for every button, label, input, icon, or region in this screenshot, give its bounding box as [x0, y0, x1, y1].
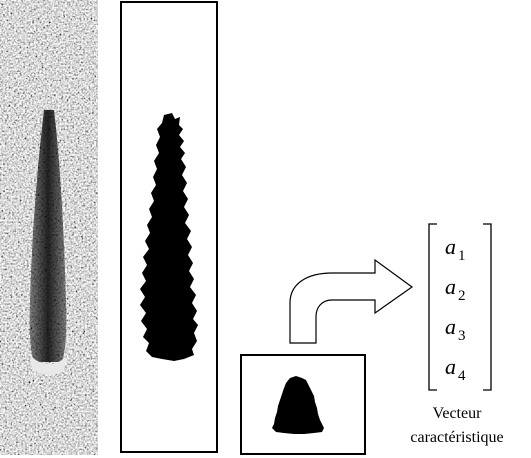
vector-entry-4-sub: 4	[458, 368, 466, 384]
caption-line-1: Vecteur	[432, 405, 482, 422]
curved-arrow	[289, 258, 414, 344]
vector-entry-3-sub: 3	[458, 328, 466, 344]
vector-entry-2-sub: 2	[458, 288, 466, 304]
vector-entry-3-base: a	[445, 314, 456, 339]
segmentation-panel	[120, 1, 218, 453]
feature-vector: a 1 a 2 a 3 a 4	[428, 223, 492, 391]
caption-line-2: caractéristique	[410, 429, 504, 446]
segmented-object	[140, 113, 198, 361]
shape-panel	[240, 354, 366, 455]
sonar-image	[0, 0, 98, 455]
extracted-shape	[272, 376, 324, 434]
right-bracket	[483, 223, 492, 391]
vector-entry-4-base: a	[445, 354, 456, 379]
vector-entry-1-base: a	[445, 234, 456, 259]
left-bracket	[428, 223, 437, 391]
vector-entry-2-base: a	[445, 274, 456, 299]
vector-entry-1-sub: 1	[458, 248, 466, 264]
